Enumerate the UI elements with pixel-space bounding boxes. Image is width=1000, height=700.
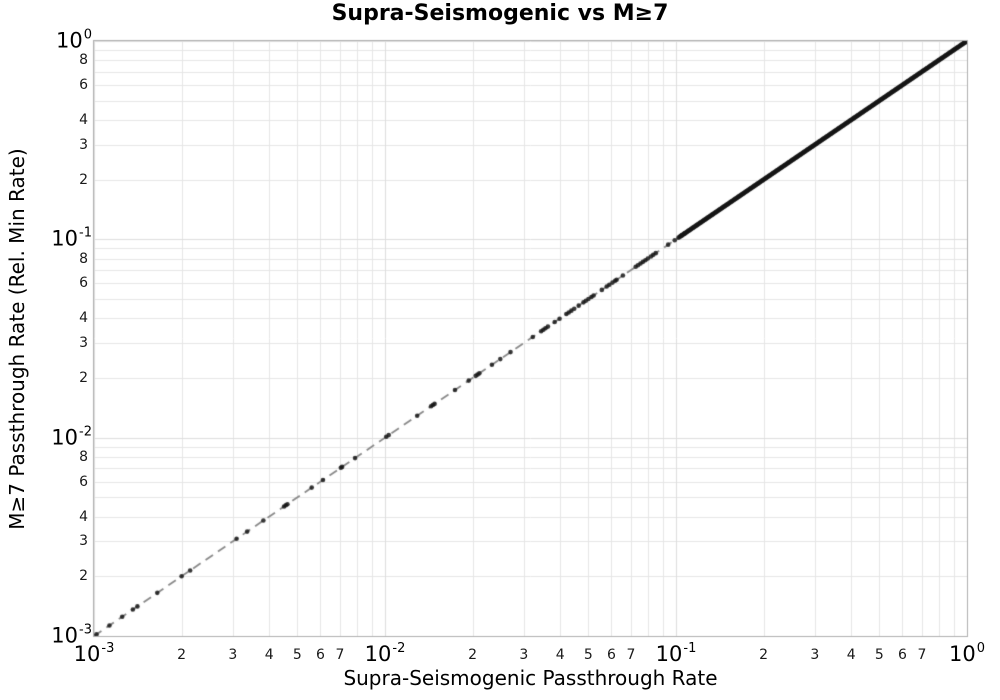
y-minor-tick-label: 6 (79, 275, 88, 292)
x-axis-title: Supra-Seismogenic Passthrough Rate (343, 666, 718, 690)
y-minor-tick-label: 8 (79, 448, 88, 465)
y-minor-tick-label: 8 (79, 52, 88, 69)
x-major-tick-label: 10-3 (73, 641, 115, 666)
y-minor-tick-label: 4 (79, 310, 88, 327)
x-minor-tick-label: 4 (555, 647, 565, 663)
y-minor-tick-label: 6 (79, 77, 88, 93)
x-minor-tick-label: 2 (468, 647, 478, 663)
y-major-tick-label: 100 (55, 27, 92, 53)
x-minor-tick-label: 5 (874, 647, 884, 663)
x-major-tick-label: 10-2 (364, 641, 406, 666)
y-minor-tick-label: 8 (79, 250, 88, 267)
x-minor-tick-label: 4 (846, 647, 856, 663)
y-major-tick-label: 10-2 (51, 424, 92, 450)
x-minor-tick-label: 3 (810, 647, 820, 663)
y-minor-tick-label: 2 (79, 369, 88, 386)
y-minor-tick-label: 4 (79, 508, 88, 525)
y-axis-title: M≥7 Passthrough Rate (Rel. Min Rate) (5, 148, 29, 530)
y-major-tick-label: 10-3 (51, 622, 92, 648)
y-minor-tick-label: 4 (79, 111, 88, 128)
x-minor-tick-label: 7 (917, 647, 927, 663)
x-minor-tick-label: 3 (519, 647, 529, 663)
x-minor-tick-label: 4 (264, 647, 274, 663)
chart-title: Supra-Seismogenic vs M≥7 (331, 1, 669, 26)
x-minor-tick-label: 2 (759, 647, 769, 663)
y-minor-tick-label: 6 (79, 473, 88, 490)
x-minor-tick-label: 5 (583, 647, 593, 663)
y-minor-tick-label: 3 (79, 136, 88, 153)
x-minor-tick-label: 6 (606, 647, 616, 663)
y-major-tick-label: 10-1 (51, 225, 92, 251)
x-minor-tick-label: 3 (228, 647, 238, 663)
y-minor-tick-label: 2 (79, 568, 88, 585)
x-minor-tick-label: 7 (335, 647, 345, 663)
x-minor-tick-label: 6 (897, 647, 907, 663)
y-minor-tick-label: 3 (79, 533, 88, 550)
x-major-tick-label: 10-1 (655, 641, 697, 666)
y-minor-tick-label: 3 (79, 335, 88, 352)
x-minor-tick-label: 5 (292, 647, 302, 663)
x-minor-tick-label: 2 (177, 647, 187, 663)
x-minor-tick-label: 6 (315, 647, 325, 663)
x-minor-tick-label: 7 (626, 647, 636, 663)
y-minor-tick-label: 2 (79, 171, 88, 188)
x-major-tick-label: 100 (948, 641, 986, 666)
